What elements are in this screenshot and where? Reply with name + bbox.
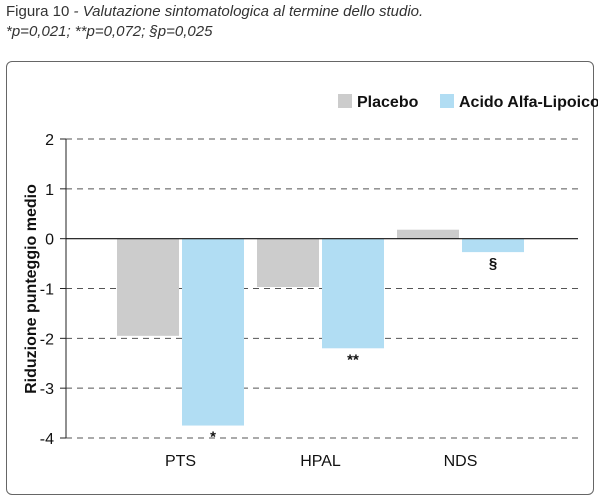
y-tick-label: -1	[40, 282, 54, 299]
significance-marker: **	[347, 351, 359, 368]
category-label: PTS	[165, 453, 196, 470]
bars	[117, 229, 524, 426]
figure-label: Figura 10	[6, 3, 70, 20]
legend: Placebo Acido Alfa-Lipoico	[338, 94, 598, 111]
figure-caption: Figura 10 - Valutazione sintomatologica …	[6, 2, 596, 42]
y-tick-label: -4	[40, 431, 54, 448]
legend-label: Acido Alfa-Lipoico	[459, 94, 598, 111]
bar-hpal-series-2	[322, 238, 384, 349]
axes	[60, 138, 578, 439]
significance-marker: §	[489, 255, 497, 272]
significance-notes: *p=0,021; **p=0,072; §p=0,025	[6, 23, 213, 40]
legend-swatch	[440, 94, 454, 108]
significance-marker: *	[210, 429, 216, 446]
bar-pts-series-2	[182, 238, 244, 426]
category-label: HPAL	[300, 453, 341, 470]
legend-swatch	[338, 94, 352, 108]
y-tick-label: -3	[40, 381, 54, 398]
y-tick-label: -2	[40, 331, 54, 348]
bar-hpal-series-1	[257, 238, 319, 288]
y-tick-label: 2	[45, 132, 54, 149]
legend-label: Placebo	[357, 94, 419, 111]
figure-title: Valutazione sintomatologica al termine d…	[82, 3, 424, 20]
y-tick-label: 1	[45, 182, 54, 199]
category-label: NDS	[444, 453, 478, 470]
y-axis-label: Riduzione punteggio medio	[23, 184, 40, 394]
bar-pts-series-1	[117, 238, 179, 336]
caption-separator: -	[69, 3, 83, 20]
bar-nds-series-2	[462, 238, 524, 253]
caption-line-1: Figura 10 - Valutazione sintomatologica …	[6, 2, 596, 22]
y-tick-label: 0	[45, 232, 54, 249]
bar-nds-series-1	[397, 229, 459, 239]
